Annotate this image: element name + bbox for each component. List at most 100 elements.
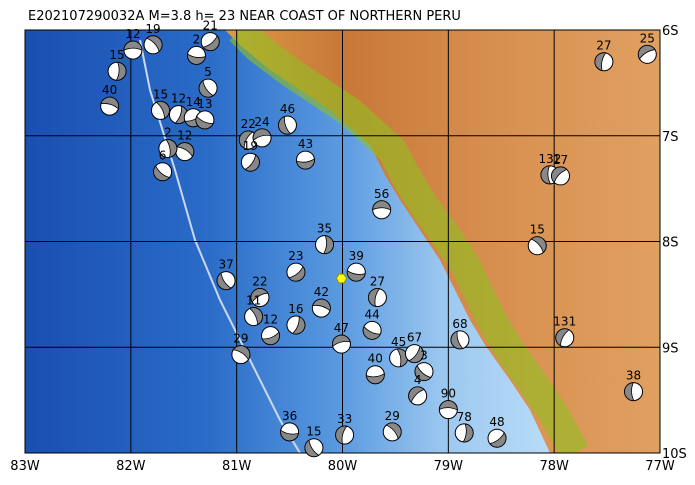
depth-label: 13 — [197, 97, 212, 111]
beachball-quadrant — [291, 316, 306, 335]
focal-mechanism — [198, 78, 218, 98]
beachball-quadrant — [252, 128, 272, 141]
focal-mechanism — [153, 162, 173, 182]
focal-mechanism — [362, 320, 382, 340]
focal-mechanism — [175, 142, 195, 162]
lon-tick-label: 78W — [539, 459, 569, 474]
beachball-quadrant — [238, 130, 254, 149]
focal-mechanism — [594, 52, 614, 72]
depth-label: 23 — [288, 249, 303, 263]
focal-mechanism — [195, 110, 215, 130]
beachball-quadrant — [250, 288, 269, 303]
lon-tick-label: 82W — [116, 459, 146, 474]
focal-mechanism — [389, 348, 409, 368]
depth-label: 40 — [368, 352, 383, 366]
depth-label: 33 — [337, 412, 352, 426]
beachball-quadrant — [198, 80, 214, 98]
depth-label: 132 — [538, 152, 561, 166]
depth-label: 19 — [243, 139, 258, 153]
depth-label: 12 — [177, 129, 192, 143]
beachball-quadrant — [187, 53, 206, 65]
depth-label: 90 — [441, 387, 456, 401]
beachball-quadrant — [385, 422, 402, 440]
epicenter — [335, 273, 348, 284]
beachball-quadrant — [288, 265, 306, 282]
beachball-quadrant — [414, 364, 432, 381]
beachball-quadrant — [372, 200, 392, 211]
depth-label: 16 — [288, 302, 303, 316]
depth-label: 56 — [374, 187, 389, 201]
depth-label: 48 — [489, 415, 504, 429]
depth-label: 2 — [193, 32, 201, 46]
depth-label: 22 — [241, 117, 256, 131]
depth-label: 43 — [298, 137, 313, 151]
lon-tick-label: 81W — [222, 459, 252, 474]
focal-mechanism — [624, 382, 644, 402]
depth-label: 45 — [391, 335, 406, 349]
focal-mechanism — [331, 334, 351, 354]
beachball-quadrant — [146, 35, 163, 53]
beachball-quadrant — [176, 142, 195, 158]
focal-mechanism — [107, 61, 127, 81]
focal-mechanism — [261, 326, 281, 346]
beachball-quadrant — [115, 61, 127, 81]
depth-label: 27 — [596, 39, 611, 53]
depth-label: 42 — [314, 285, 329, 299]
beachball-quadrant — [155, 100, 170, 120]
beachball-quadrant — [637, 44, 656, 60]
focal-mechanism — [372, 200, 392, 220]
focal-mechanism — [158, 138, 178, 158]
depth-label: 17 — [553, 153, 568, 167]
map-title: E202107290032A M=3.8 h= 23 NEAR COAST OF… — [28, 9, 461, 24]
beachball-quadrant — [165, 139, 178, 158]
focal-mechanism — [382, 422, 402, 442]
beachball-quadrant — [365, 373, 385, 385]
focal-mechanism — [150, 100, 170, 120]
beachball-quadrant — [624, 382, 635, 402]
depth-label: 29 — [233, 332, 248, 346]
depth-label: 11 — [246, 294, 261, 308]
beachball-quadrant — [594, 52, 607, 72]
beachball-quadrant — [368, 288, 381, 307]
focal-mechanism — [408, 386, 428, 406]
beachball-quadrant — [123, 40, 143, 51]
beachball-quadrant — [332, 334, 351, 347]
focal-mechanism — [315, 235, 335, 255]
focal-mechanism — [404, 344, 424, 364]
focal-mechanism — [252, 128, 272, 148]
depth-label: 12 — [171, 92, 186, 106]
focal-mechanism — [450, 330, 470, 350]
depth-label: 47 — [334, 321, 349, 335]
beachball-quadrant — [244, 154, 260, 172]
depth-label: 15 — [306, 425, 321, 439]
focal-mechanism — [438, 400, 458, 420]
depth-label: 22 — [252, 275, 267, 289]
focal-mechanism — [244, 307, 264, 327]
beachball-quadrant — [362, 325, 381, 340]
beachball-quadrant — [202, 35, 220, 51]
beachball-quadrant — [296, 158, 315, 170]
lat-tick-label: 9S — [662, 341, 679, 356]
beachball-quadrant — [312, 298, 331, 312]
beachball-quadrant — [216, 272, 232, 291]
depth-label: 25 — [640, 31, 655, 45]
beachball-quadrant — [462, 423, 474, 443]
beachball-quadrant — [232, 345, 251, 361]
depth-label: 19 — [145, 22, 160, 36]
depth-label: 38 — [626, 369, 641, 383]
lon-tick-label: 77W — [645, 459, 675, 474]
depth-label: 15 — [109, 48, 124, 62]
focal-mechanism — [487, 428, 507, 448]
lat-tick-label: 7S — [662, 130, 679, 145]
focal-mechanism — [367, 288, 387, 308]
depth-label: 27 — [370, 275, 385, 289]
focal-mechanism — [216, 271, 236, 291]
depth-label: 78 — [457, 410, 472, 424]
depth-label: 44 — [364, 307, 379, 321]
beachball-quadrant — [304, 439, 320, 458]
depth-label: 40 — [102, 83, 117, 97]
lon-tick-label: 79W — [434, 459, 464, 474]
focal-mechanism — [231, 345, 251, 365]
focal-mechanism — [311, 298, 331, 318]
